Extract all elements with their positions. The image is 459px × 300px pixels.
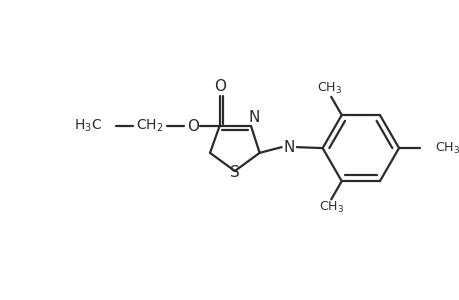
Text: CH$_3$: CH$_3$ (434, 140, 459, 156)
Text: N: N (248, 110, 259, 125)
Text: CH$_2$: CH$_2$ (136, 118, 163, 134)
Text: N: N (283, 140, 294, 154)
Text: H$_3$C: H$_3$C (74, 118, 102, 134)
Text: O: O (214, 79, 226, 94)
Text: CH$_3$: CH$_3$ (316, 81, 341, 96)
Text: CH$_3$: CH$_3$ (318, 200, 343, 215)
Text: O: O (186, 118, 198, 134)
Text: S: S (230, 165, 239, 180)
